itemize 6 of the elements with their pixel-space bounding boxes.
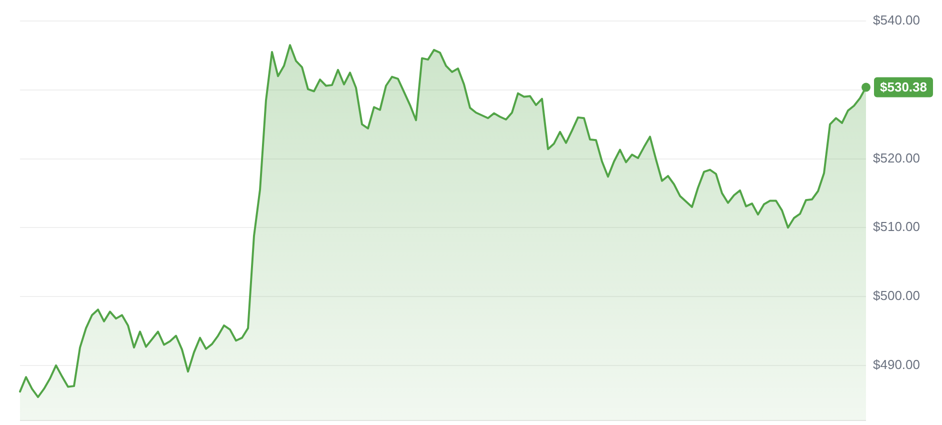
y-tick-label: $520.00 — [873, 150, 920, 166]
data-label: $530.38 — [880, 79, 927, 94]
y-tick-label: $500.00 — [873, 288, 920, 304]
y-tick-label: $510.00 — [873, 219, 920, 234]
y-tick-label: $490.00 — [873, 356, 920, 372]
y-tick-label: $540.00 — [873, 12, 920, 28]
